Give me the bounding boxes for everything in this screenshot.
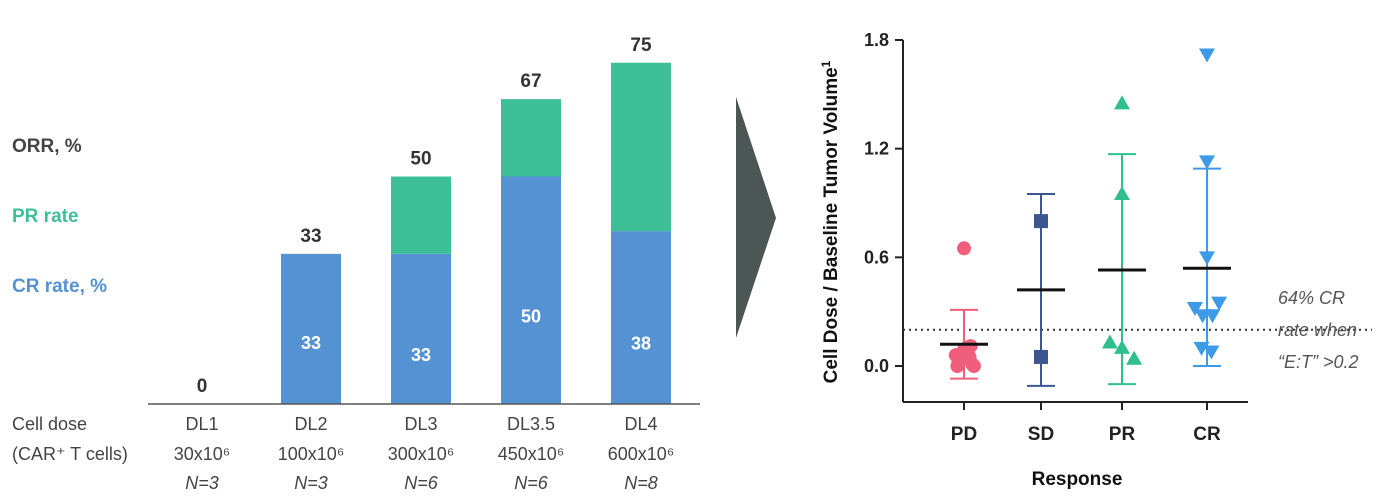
x-category-label-pd: PD [951,424,977,445]
pr-bar-dl4 [611,62,671,232]
dose-value-label: 300x10⁶ [388,444,454,464]
dose-level-label: DL2 [294,414,327,434]
orr-total-label: 50 [410,149,431,170]
cr-row-label: CR rate, % [12,276,107,297]
cr-bar-dl3 [391,253,451,404]
pr-bar-dl3 [391,176,451,254]
pr-data-point [1114,339,1130,354]
y-axis-ticks: 0.0 0.6 1.2 1.8 [864,30,903,376]
x-category-label-pr: PR [1109,424,1136,445]
sample-size-label: N=3 [294,473,328,493]
sd-data-point [1034,349,1048,364]
dose-level-label: DL3.5 [507,414,555,434]
cr-value-label: 33 [301,333,321,353]
pd-data-point [963,339,978,354]
cr-data-point [1199,251,1215,266]
cr-data-point [1203,345,1220,360]
y-axis-title: Cell Dose / Baseline Tumor Volume1 [819,60,842,383]
sample-size-label: N=6 [514,473,549,493]
y-tick-label: 1.2 [864,139,889,159]
orr-total-label: 0 [197,376,208,397]
pr-bar-dl3-5 [501,99,561,177]
x-axis-title: Response [1032,469,1123,490]
cr-data-point [1199,155,1215,170]
cr-value-label: 33 [411,345,431,365]
pr-row-label: PR rate [12,206,79,227]
stacked-bar-chart: ORR, % PR rate CR rate, % Cell dose (CAR… [12,35,700,493]
transition-arrow-icon [736,97,776,338]
scatter-plot: 0.0 0.6 1.2 1.8 PD SD PR CR Cell Dose / Baseli… [819,30,1372,490]
pd-data-point [950,359,965,373]
pr-data-point [1114,185,1130,200]
cr-bar-dl3-5 [501,176,561,404]
cr-bar-dl2 [281,253,341,404]
cr-bar-dl4 [611,231,671,404]
x-category-label-cr: CR [1193,424,1221,445]
annotation-line-1: 64% CR [1278,288,1345,308]
dose-value-label: 600x10⁶ [608,444,674,464]
sample-size-label: N=8 [624,473,658,493]
cr-value-label: 38 [631,334,651,354]
orr-total-label: 67 [520,71,541,92]
y-tick-label: 1.8 [864,30,889,50]
orr-total-label: 33 [300,226,321,247]
cr-data-point [1193,341,1210,356]
pd-data-point [957,241,971,256]
pd-data-point [966,359,981,373]
cell-dose-header: Cell dose [12,414,87,434]
cr-data-point [1186,302,1203,317]
pr-data-point [1101,334,1118,349]
y-tick-label: 0.0 [864,356,889,376]
dose-value-label: 100x10⁶ [278,444,344,464]
scatter-points [940,48,1231,387]
orr-row-label: ORR, % [12,136,82,157]
annotation-line-2: rate when [1278,320,1357,340]
annotation-line-3: “E:T” >0.2 [1278,352,1359,372]
dose-level-label: DL1 [185,414,218,434]
car-t-cells-header: (CAR⁺ T cells) [12,444,128,464]
dose-level-label: DL4 [624,414,657,434]
bars-group: 0 33 33 33 50 50 67 38 75 [197,35,671,404]
x-category-label-sd: SD [1028,424,1054,445]
sd-data-point [1034,214,1048,229]
pr-data-point [1114,95,1130,110]
y-tick-label: 0.6 [864,247,889,267]
cr-data-point [1199,48,1215,63]
cr-data-point [1204,309,1221,324]
dose-value-label: 30x10⁶ [174,444,230,464]
dose-level-label: DL3 [404,414,437,434]
pr-data-point [1126,350,1143,365]
orr-total-label: 75 [630,35,652,56]
cr-value-label: 50 [521,306,541,326]
sample-size-label: N=3 [185,473,219,493]
cr-data-point [1211,296,1228,311]
dose-value-label: 450x10⁶ [498,444,564,464]
bar-category-labels: DL1 30x10⁶ N=3 DL2 100x10⁶ N=3 DL3 300x10⁶ N=6 DL… [174,414,674,493]
x-axis-categories: PD SD PR CR [951,402,1221,445]
sample-size-label: N=6 [404,473,439,493]
